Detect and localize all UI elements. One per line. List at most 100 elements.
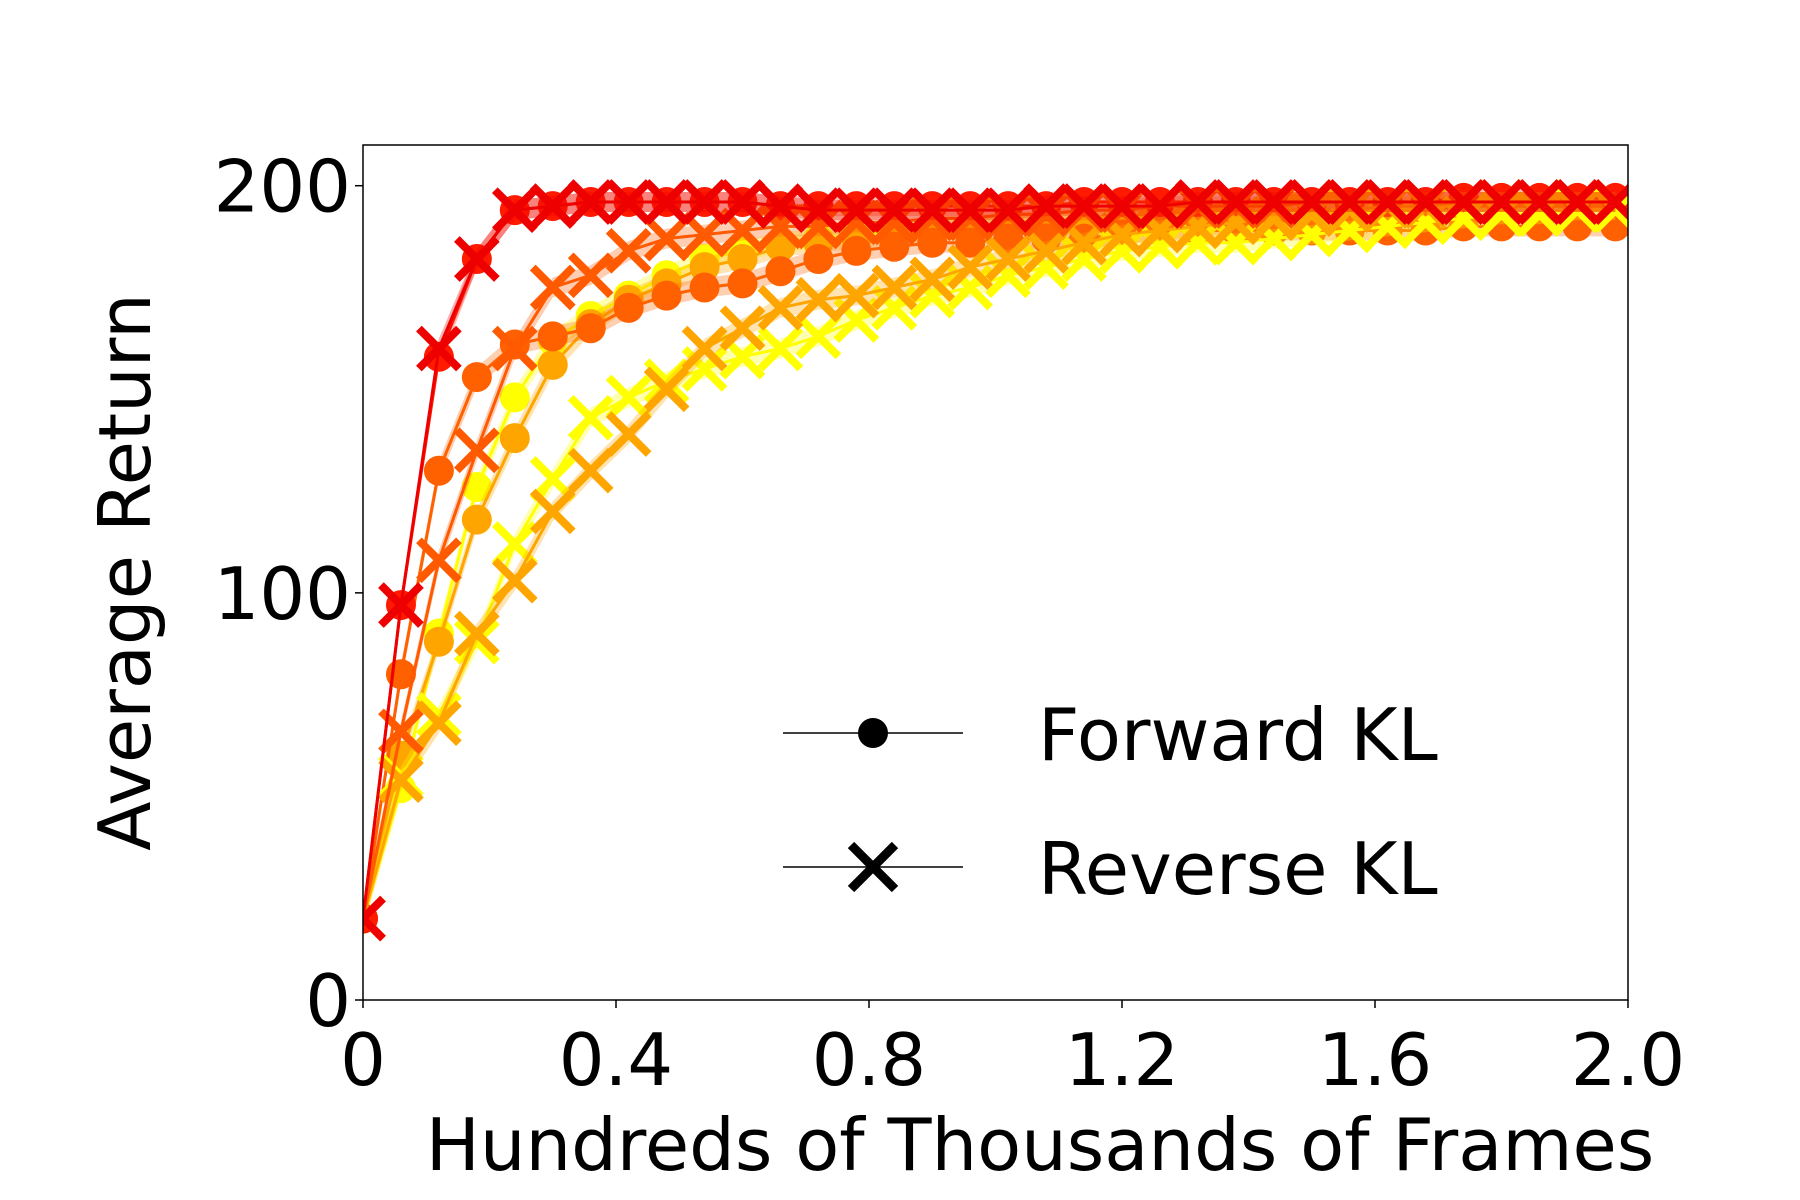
- data-point-x: [757, 285, 804, 331]
- data-point-x: [1554, 179, 1601, 225]
- data-point-x: [1592, 179, 1628, 225]
- x-axis: 0 0.4 0.8 1.2 1.6 2.0: [340, 1000, 1685, 1102]
- data-point-x: [643, 215, 690, 262]
- data-point-circle: [955, 227, 986, 258]
- data-point-circle: [651, 280, 682, 311]
- data-point-x: [1023, 191, 1069, 238]
- data-point-circle: [537, 349, 568, 380]
- data-point-x: [1516, 179, 1563, 225]
- data-point-x: [1213, 219, 1259, 266]
- data-point-x: [909, 187, 956, 233]
- data-point-x: [1250, 215, 1297, 262]
- data-point-circle: [689, 272, 720, 303]
- data-point-x: [985, 236, 1031, 282]
- data-point-circle: [879, 231, 910, 262]
- y-tick-label: 200: [214, 145, 351, 229]
- series-reverse-kl-7: [363, 179, 1628, 942]
- data-point-x: [681, 211, 728, 258]
- data-point-x: [1440, 195, 1487, 242]
- data-point-circle: [537, 321, 568, 352]
- data-point-x: [416, 537, 462, 584]
- data-point-x: [491, 187, 538, 233]
- data-point-x: [795, 313, 842, 360]
- data-point-x: [681, 346, 728, 392]
- data-point-x: [1402, 199, 1449, 246]
- x-tick-label: 2.0: [1571, 1018, 1686, 1102]
- legend-label-forward-kl: Forward KL: [1038, 693, 1438, 777]
- data-point-x: [795, 203, 842, 250]
- data-point-x: [567, 447, 614, 494]
- data-point-circle: [727, 268, 758, 299]
- data-point-circle: [423, 455, 454, 486]
- data-point-x: [871, 187, 918, 233]
- data-point-x: [567, 394, 614, 441]
- data-point-x: [605, 179, 652, 225]
- data-point-x: [1592, 187, 1628, 233]
- data-point-x: [1023, 228, 1069, 274]
- data-point-x: [1554, 187, 1601, 233]
- data-point-x: [605, 411, 652, 457]
- data-point-x: [871, 264, 918, 311]
- data-point-x: [454, 610, 500, 657]
- data-point-x: [1137, 223, 1183, 270]
- data-point-x: [1213, 199, 1259, 246]
- data-point-x: [378, 582, 424, 628]
- data-point-x: [947, 195, 994, 242]
- data-point-x: [1137, 183, 1183, 229]
- data-point-x: [1402, 179, 1449, 225]
- data-point-x: [947, 264, 994, 311]
- data-point-x: [605, 228, 652, 274]
- data-point-circle: [423, 626, 454, 657]
- x-tick-label: 0.4: [559, 1018, 674, 1102]
- data-point-x: [643, 366, 690, 413]
- data-point-circle: [803, 244, 834, 274]
- data-point-x: [947, 187, 994, 233]
- data-point-x: [1061, 219, 1107, 266]
- series-line: [363, 200, 1616, 919]
- data-point-circle: [917, 227, 948, 258]
- data-point-x: [681, 325, 728, 372]
- data-point-x: [529, 264, 576, 311]
- data-point-x: [719, 179, 766, 225]
- data-point-circle: [575, 313, 606, 344]
- x-axis-label: Hundreds of Thousands of Frames: [426, 1103, 1655, 1187]
- data-point-x: [567, 252, 614, 299]
- x-tick-label: 1.2: [1065, 1018, 1180, 1102]
- data-point-x: [643, 358, 690, 404]
- data-point-x: [643, 179, 690, 225]
- data-point-x: [454, 236, 500, 282]
- series-layer: [363, 179, 1628, 942]
- data-point-circle: [499, 423, 530, 454]
- data-point-x: [1326, 179, 1373, 225]
- data-point-x: [757, 203, 804, 250]
- data-point-x: [1175, 179, 1221, 225]
- y-tick-label: 0: [305, 959, 351, 1043]
- data-point-x: [909, 256, 956, 303]
- data-point-x: [1440, 179, 1487, 225]
- data-point-x: [567, 179, 614, 225]
- data-point-x: [605, 374, 652, 421]
- data-point-x: [1175, 219, 1221, 266]
- data-point-x: [1099, 183, 1145, 229]
- y-axis: 0 100 200: [214, 145, 363, 1043]
- legend-marker-circle: [858, 718, 888, 748]
- data-point-x: [416, 325, 462, 372]
- data-point-x: [529, 488, 576, 535]
- data-point-x: [833, 187, 880, 233]
- series-group: [363, 179, 1628, 942]
- x-tick-label: 0: [340, 1018, 386, 1102]
- data-point-circle: [461, 362, 492, 393]
- data-point-circle: [613, 292, 644, 323]
- data-point-circle: [841, 235, 872, 266]
- data-point-x: [1326, 187, 1373, 233]
- data-point-circle: [461, 472, 492, 502]
- data-point-x: [491, 325, 538, 372]
- data-point-x: [985, 187, 1031, 233]
- data-point-x: [795, 276, 842, 323]
- data-point-x: [757, 325, 804, 372]
- data-point-circle: [765, 256, 796, 287]
- y-tick-label: 100: [214, 552, 351, 636]
- data-point-x: [947, 244, 994, 290]
- data-point-x: [454, 618, 500, 665]
